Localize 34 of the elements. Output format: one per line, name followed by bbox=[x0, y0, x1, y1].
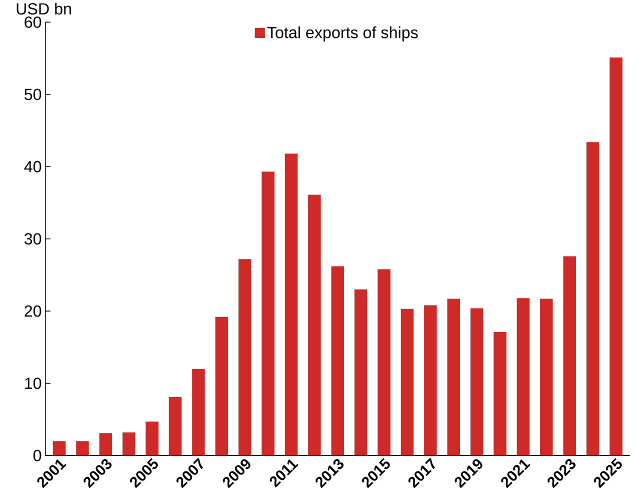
bar bbox=[563, 256, 576, 456]
y-tick-label: 0 bbox=[33, 450, 42, 462]
bar bbox=[284, 154, 298, 456]
bar bbox=[76, 441, 89, 456]
y-tick-label: 50 bbox=[24, 88, 42, 100]
bar bbox=[494, 332, 506, 456]
bar bbox=[168, 397, 182, 456]
bar bbox=[354, 289, 368, 456]
bar bbox=[52, 441, 66, 456]
bar bbox=[470, 308, 484, 456]
bar bbox=[586, 142, 600, 456]
bar bbox=[308, 194, 321, 456]
y-tick-label: 10 bbox=[25, 378, 42, 390]
bar bbox=[447, 298, 460, 456]
y-tick-label: 40 bbox=[24, 160, 42, 172]
bar bbox=[378, 269, 390, 456]
bar bbox=[400, 308, 414, 456]
bar bbox=[424, 305, 437, 456]
bar bbox=[146, 422, 158, 456]
bar bbox=[262, 172, 274, 456]
bar bbox=[215, 316, 228, 456]
y-tick-label: 20 bbox=[24, 305, 42, 317]
y-tick-label: 60 bbox=[24, 16, 42, 28]
bar bbox=[516, 298, 530, 456]
bar bbox=[331, 266, 344, 456]
bar bbox=[122, 432, 136, 456]
bar bbox=[238, 259, 252, 456]
y-tick-label: 30 bbox=[24, 233, 42, 245]
y-axis-title: USD bn bbox=[16, 2, 71, 15]
bar bbox=[192, 368, 205, 456]
bar bbox=[540, 298, 553, 456]
bar bbox=[610, 58, 622, 456]
legend-label: Total exports of ships bbox=[267, 26, 418, 42]
bar bbox=[99, 433, 112, 456]
